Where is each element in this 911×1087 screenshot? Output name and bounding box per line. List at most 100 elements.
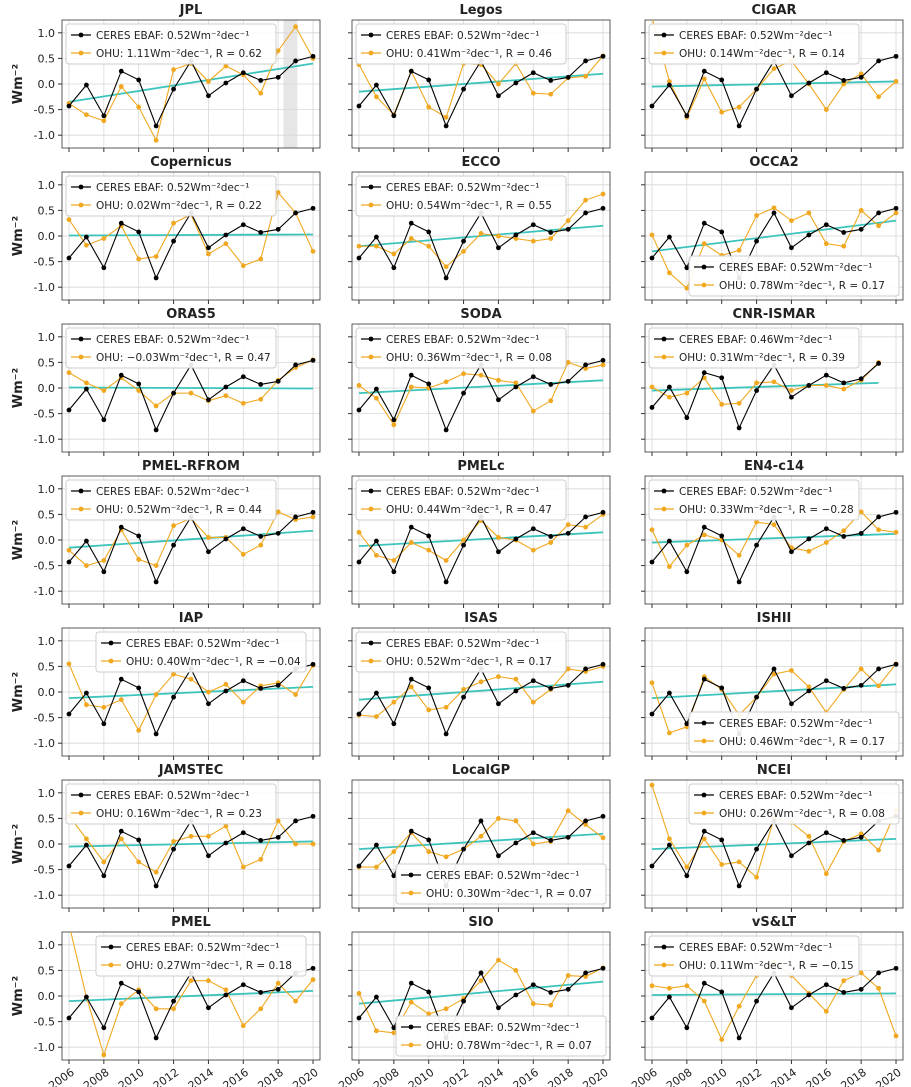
- legend-marker: [108, 944, 114, 950]
- point: [101, 388, 107, 393]
- point: [426, 989, 432, 995]
- point: [356, 711, 362, 717]
- point: [530, 222, 536, 228]
- point: [171, 523, 176, 529]
- point: [206, 701, 211, 707]
- point: [118, 980, 124, 986]
- point: [153, 403, 159, 409]
- point: [391, 721, 397, 727]
- legend-label: CERES EBAF: 0.52Wm⁻²dec⁻¹: [679, 30, 832, 42]
- trend-line: [651, 80, 897, 88]
- legend-label: OHU: 0.16Wm⁻²dec⁻¹, R = 0.23: [96, 808, 262, 820]
- axes-frame: [644, 171, 904, 301]
- point: [806, 232, 812, 238]
- y-tick-label: -0.5: [34, 256, 55, 269]
- point: [66, 559, 72, 565]
- point: [548, 534, 554, 539]
- point: [530, 90, 536, 96]
- point: [136, 256, 142, 262]
- point: [408, 372, 414, 378]
- panel: -1.0 -0.5 0.0 0.5 1.0 IAP Wm⁻² CERES EBAF: 0.52…: [11, 611, 321, 760]
- y-tick-label: -1.0: [34, 737, 55, 750]
- y-tick-label: -0.5: [34, 864, 55, 877]
- point: [876, 985, 881, 991]
- trend-line: [68, 386, 314, 390]
- point: [530, 408, 536, 414]
- point: [823, 70, 829, 76]
- y-axis-label: Wm⁻²: [11, 672, 26, 712]
- point: [188, 833, 194, 839]
- point: [171, 542, 176, 548]
- point: [496, 377, 501, 383]
- point: [565, 218, 571, 224]
- point: [583, 210, 588, 216]
- legend-marker: [78, 184, 84, 190]
- point: [426, 837, 432, 843]
- point: [426, 533, 432, 539]
- point: [496, 81, 501, 87]
- point: [171, 86, 176, 92]
- point: [153, 692, 159, 697]
- point: [408, 999, 414, 1005]
- point: [583, 366, 588, 371]
- point: [443, 854, 449, 860]
- point: [478, 818, 484, 824]
- point: [789, 218, 794, 224]
- legend-box: [395, 1015, 607, 1057]
- point: [530, 374, 536, 380]
- point: [719, 837, 725, 843]
- point: [443, 379, 449, 385]
- point: [858, 834, 864, 840]
- legend-marker: [78, 32, 84, 38]
- point: [893, 79, 899, 84]
- point: [240, 830, 246, 836]
- point: [667, 538, 672, 544]
- legend: CERES EBAF: 0.52Wm⁻²dec⁻¹ OHU: 0.36Wm⁻²de…: [355, 327, 567, 369]
- point: [356, 407, 362, 413]
- legend-marker: [78, 810, 84, 816]
- point: [84, 836, 89, 842]
- point: [684, 1025, 690, 1031]
- point: [426, 381, 432, 387]
- point: [171, 694, 176, 700]
- point: [789, 701, 794, 707]
- point: [206, 1005, 211, 1011]
- point: [391, 113, 397, 119]
- point: [66, 217, 72, 223]
- point: [223, 241, 229, 247]
- plot-content: [649, 661, 899, 737]
- point: [530, 982, 536, 988]
- point: [118, 68, 124, 74]
- point: [893, 965, 899, 971]
- point: [548, 990, 554, 995]
- y-tick-label: 1.0: [38, 635, 56, 648]
- panel: -1.0 -0.5 0.0 0.5 1.0 PMEL-RFROM Wm⁻² CERES EBA…: [11, 459, 321, 608]
- y-tick-label: -1.0: [34, 281, 55, 294]
- legend-marker: [701, 720, 707, 726]
- panel-title: vS&LT: [752, 915, 796, 930]
- point: [530, 526, 536, 532]
- point: [153, 869, 159, 875]
- point: [530, 678, 536, 684]
- y-tick-label: 1.0: [38, 787, 56, 800]
- x-tick-label: 2018: [838, 1066, 868, 1087]
- point: [101, 265, 107, 271]
- point: [649, 1015, 655, 1021]
- point: [426, 77, 432, 83]
- panel: LocalGP CERES EBAF: 0.52Wm⁻²dec⁻¹ OHU: 0.3…: [348, 763, 611, 912]
- legend: CERES EBAF: 0.52Wm⁻²dec⁻¹ OHU: 1.11Wm⁻²de…: [65, 23, 277, 65]
- point: [667, 730, 672, 736]
- axes-frame: [351, 779, 611, 909]
- point: [667, 270, 672, 276]
- point: [548, 230, 554, 235]
- x-tick-label: 2010: [699, 1066, 729, 1087]
- legend: CERES EBAF: 0.52Wm⁻²dec⁻¹ OHU: 0.30Wm⁻²de…: [395, 863, 607, 905]
- point: [583, 362, 588, 368]
- point: [841, 528, 847, 534]
- point: [600, 362, 606, 368]
- legend-label: CERES EBAF: 0.52Wm⁻²dec⁻¹: [719, 262, 872, 274]
- legend-label: CERES EBAF: 0.52Wm⁻²dec⁻¹: [679, 486, 832, 498]
- y-axis-label: Wm⁻²: [11, 976, 26, 1016]
- point: [240, 551, 246, 557]
- legend-marker: [78, 202, 84, 208]
